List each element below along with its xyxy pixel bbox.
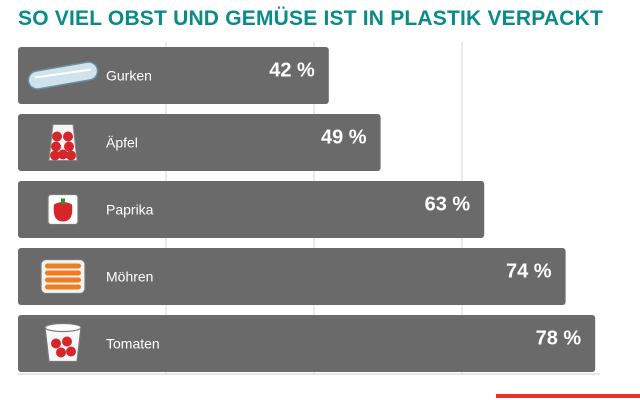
value-label-tomaten: 78 %	[536, 328, 582, 350]
bar-möhren	[18, 248, 566, 305]
bar-äpfel	[18, 114, 381, 171]
accent-line	[496, 394, 640, 398]
bar-gurken	[18, 47, 329, 104]
cucumber-icon	[27, 61, 99, 90]
value-label-gurken: 42 %	[269, 60, 315, 82]
tomato-tub-icon	[44, 322, 82, 363]
bell-pepper-icon	[47, 193, 79, 226]
bar-paprika	[18, 181, 485, 238]
category-label-gurken: Gurken	[106, 68, 152, 84]
chart-title: SO VIEL OBST UND GEMÜSE IST IN PLASTIK V…	[18, 7, 604, 30]
apple-bag-icon	[48, 124, 78, 161]
category-label-paprika: Paprika	[106, 202, 154, 218]
bar-tomaten	[18, 315, 596, 372]
value-label-möhren: 74 %	[506, 261, 552, 283]
category-label-möhren: Möhren	[106, 269, 153, 285]
value-label-paprika: 63 %	[425, 194, 471, 216]
category-label-tomaten: Tomaten	[106, 336, 160, 352]
value-label-äpfel: 49 %	[321, 127, 367, 149]
carrot-pack-icon	[40, 258, 86, 295]
category-label-äpfel: Äpfel	[106, 135, 138, 151]
